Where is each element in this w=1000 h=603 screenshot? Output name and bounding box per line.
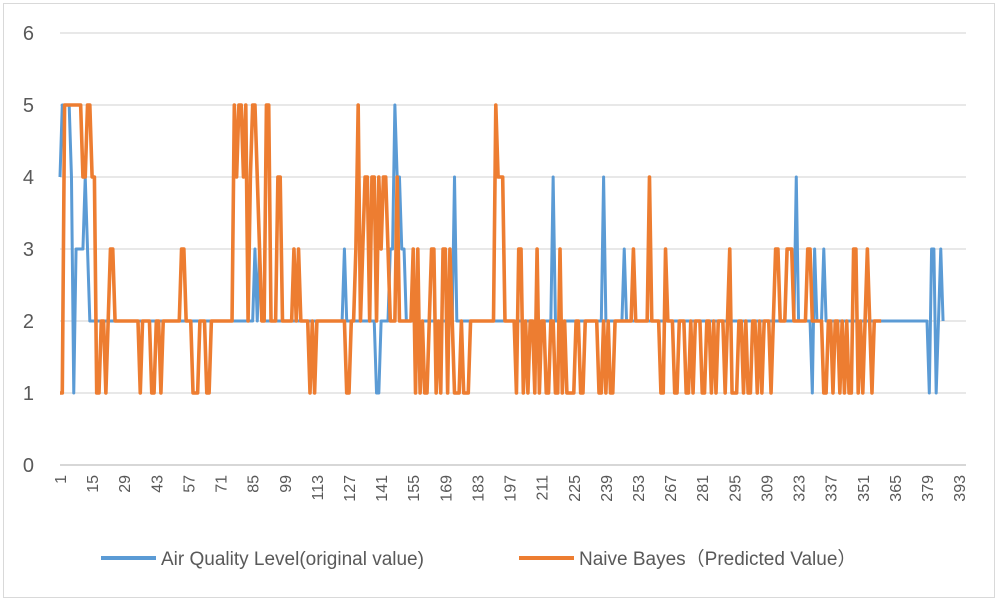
x-tick-label-323: 323 (792, 475, 809, 502)
y-tick-label-5: 5 (23, 95, 34, 117)
x-tick-label-155: 155 (406, 475, 423, 502)
x-tick-label-281: 281 (695, 475, 712, 502)
series-line-1 (58, 103, 945, 395)
x-axis-ticks: 1 15 29 43 57 71 85 99 113 127 141 155 169 183 197 211 2… (53, 475, 969, 502)
legend-label-series-1: Air Quality Level(original value) (161, 549, 424, 570)
x-tick-label-253: 253 (631, 475, 648, 502)
chart-frame (3, 3, 995, 598)
x-tick-label-99: 99 (278, 475, 295, 493)
x-tick-label-295: 295 (727, 475, 744, 502)
y-tick-label-1: 1 (23, 383, 34, 405)
series-line-2 (60, 103, 882, 395)
y-tick-label-3: 3 (23, 239, 34, 261)
y-tick-label-2: 2 (23, 311, 34, 333)
x-tick-label-379: 379 (920, 475, 937, 502)
x-tick-label-113: 113 (310, 475, 327, 501)
legend: Air Quality Level(original value) Naive … (101, 548, 856, 570)
x-tick-label-1: 1 (53, 475, 70, 484)
x-tick-label-393: 393 (952, 475, 969, 502)
x-tick-label-239: 239 (599, 475, 616, 502)
x-tick-label-127: 127 (342, 475, 359, 502)
x-tick-label-71: 71 (214, 475, 231, 493)
x-tick-label-141: 141 (374, 475, 391, 502)
x-tick-label-43: 43 (149, 475, 166, 493)
x-tick-label-85: 85 (246, 475, 263, 493)
x-tick-label-29: 29 (117, 475, 134, 493)
x-tick-label-351: 351 (856, 475, 873, 502)
x-tick-label-365: 365 (888, 475, 905, 502)
x-tick-label-211: 211 (535, 475, 552, 501)
x-tick-label-169: 169 (438, 475, 455, 502)
x-tick-label-225: 225 (567, 475, 584, 502)
x-tick-label-15: 15 (85, 475, 102, 493)
y-tick-label-6: 6 (23, 23, 34, 45)
x-tick-label-197: 197 (503, 475, 520, 502)
x-tick-label-337: 337 (824, 475, 841, 502)
x-tick-label-57: 57 (181, 475, 198, 493)
y-tick-label-0: 0 (23, 455, 34, 477)
x-tick-label-183: 183 (470, 475, 487, 502)
x-tick-label-309: 309 (759, 475, 776, 502)
x-tick-label-267: 267 (663, 475, 680, 502)
series-lines (58, 103, 945, 395)
y-axis-ticks: 0 1 2 3 4 5 6 (23, 23, 34, 477)
y-tick-label-4: 4 (23, 167, 34, 189)
legend-label-series-2: Naive Bayes（Predicted Value） (579, 548, 856, 570)
gridlines (60, 32, 966, 466)
